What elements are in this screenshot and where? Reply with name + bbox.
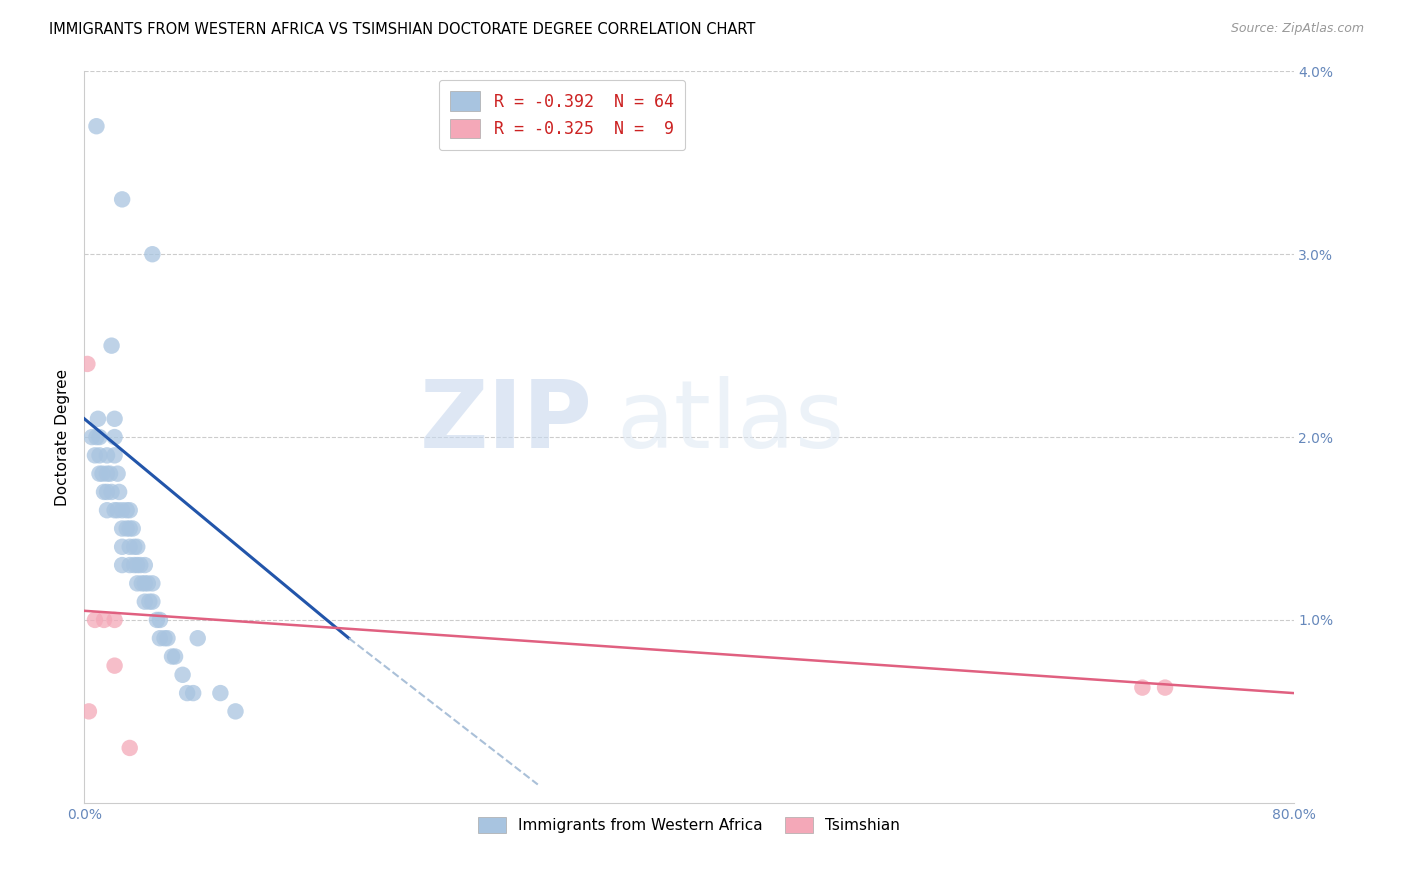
Point (149, 613, 172, 627)
Y-axis label: Doctorate Degree: Doctorate Degree (55, 368, 70, 506)
Point (89, 430, 111, 444)
Point (141, 595, 163, 609)
Point (153, 632, 176, 646)
Point (146, 613, 169, 627)
Point (89, 449, 111, 463)
Point (138, 595, 160, 609)
Point (107, 467, 129, 481)
Point (118, 540, 141, 554)
Point (131, 576, 153, 591)
Point (149, 632, 172, 646)
Point (136, 576, 159, 591)
Point (127, 558, 149, 573)
Point (134, 595, 156, 609)
Point (115, 503, 138, 517)
Point (118, 740, 141, 755)
Point (111, 558, 134, 573)
Point (225, 705, 247, 719)
Point (111, 193, 134, 207)
Point (96, 467, 118, 481)
Point (100, 485, 122, 500)
Point (122, 558, 145, 573)
Point (104, 658, 127, 673)
Point (165, 649, 187, 664)
Point (84, 613, 107, 627)
Point (80, 430, 103, 444)
Point (96, 503, 118, 517)
Point (111, 521, 134, 535)
Text: IMMIGRANTS FROM WESTERN AFRICA VS TSIMSHIAN DOCTORATE DEGREE CORRELATION CHART: IMMIGRANTS FROM WESTERN AFRICA VS TSIMSH… (49, 22, 755, 37)
Point (209, 686, 232, 700)
Point (107, 503, 129, 517)
Point (1154, 681, 1177, 695)
Point (77, 705, 100, 719)
Point (134, 576, 156, 591)
Point (134, 558, 156, 573)
Point (98, 467, 121, 481)
Point (156, 632, 179, 646)
Point (111, 503, 134, 517)
Text: Source: ZipAtlas.com: Source: ZipAtlas.com (1230, 22, 1364, 36)
Point (121, 521, 143, 535)
Legend: Immigrants from Western Africa, Tsimshian: Immigrants from Western Africa, Tsimshia… (472, 811, 905, 839)
Point (129, 558, 152, 573)
Point (96, 449, 118, 463)
Point (87, 412, 110, 426)
Point (172, 667, 194, 681)
Point (127, 576, 149, 591)
Point (100, 338, 122, 352)
Text: atlas: atlas (616, 376, 845, 468)
Point (104, 430, 127, 444)
Point (187, 632, 209, 646)
Point (141, 576, 163, 591)
Point (86, 430, 108, 444)
Point (127, 540, 149, 554)
Point (76, 357, 98, 371)
Point (104, 412, 127, 426)
Point (1130, 681, 1153, 695)
Point (115, 521, 138, 535)
Point (86, 120, 108, 134)
Point (108, 485, 131, 500)
Point (118, 521, 141, 535)
Point (118, 558, 141, 573)
Point (181, 686, 204, 700)
Point (141, 247, 163, 261)
Point (104, 613, 127, 627)
Point (160, 649, 183, 664)
Point (104, 503, 127, 517)
Point (122, 540, 145, 554)
Point (96, 485, 118, 500)
Point (89, 467, 111, 481)
Point (93, 485, 115, 500)
Point (111, 540, 134, 554)
Point (91, 467, 114, 481)
Point (104, 449, 127, 463)
Text: ZIP: ZIP (419, 376, 592, 468)
Point (176, 686, 198, 700)
Point (118, 503, 141, 517)
Point (84, 449, 107, 463)
Point (93, 613, 115, 627)
